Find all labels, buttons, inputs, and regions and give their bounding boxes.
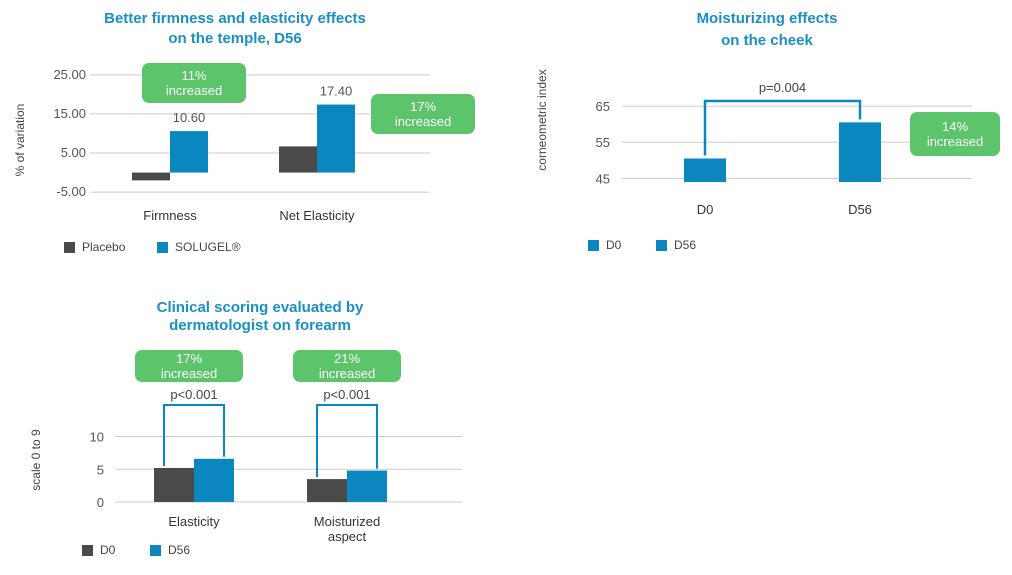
chart1-category-label: Firmness [143,208,197,223]
chart1-badge-firmness-box [142,63,246,103]
chart3-badge-pct: 17% [176,351,202,366]
chart1-badge-elasticity-pct: 17% [410,99,436,114]
chart2-category-label: D56 [848,202,872,217]
chart3-bar-d0 [307,479,347,502]
chart3-ytick: 5 [97,462,104,477]
chart2-badge: 14%increased [910,112,1000,156]
chart1-value-label: 17.40 [320,84,353,99]
chart2-badge-label: increased [927,134,983,149]
chart2-ytick: 55 [596,135,610,150]
chart3-badge-label: increased [319,366,375,381]
chart1-ytick: 5.00 [61,145,86,160]
chart1-legend-solugel-swatch [157,242,168,253]
chart2-legend-d56-swatch [656,240,667,251]
chart3-category-label: Moisturized [314,514,380,529]
chart1-title-line1: Better firmness and elasticity effects [104,10,366,27]
chart3-legend-d0-label: D0 [100,543,116,557]
chart2-legend-d0-swatch [588,240,599,251]
chart1-category-label: Net Elasticity [279,208,355,223]
chart2-legend-d56-label: D56 [674,238,696,252]
chart3-badge: 17%increased [135,350,243,382]
chart1-bar-placebo [279,146,317,173]
chart1-bar-solugel [317,104,355,173]
chart3-significance-bracket [316,404,378,478]
chart3-legend-d56-swatch [150,545,161,556]
chart2-bar-d56 [839,122,881,182]
chart2-pvalue: p=0.004 [759,80,806,95]
chart1-ytick: 25.00 [53,67,86,82]
chart2-significance-bracket [703,99,862,156]
chart2-ytick: 45 [596,171,610,186]
chart1-legend-placebo-label: Placebo [82,240,126,254]
chart2-ylabel: corneometric index [535,69,549,170]
chart1-ylabel: % of variation [13,104,27,177]
chart1-ytick: 15.00 [53,106,86,121]
chart2-ytick: 65 [596,99,610,114]
chart1-badge-firmness-label: increased [166,83,222,98]
chart1-badge-elasticity-box [371,94,475,134]
chart1-ytick: -5.00 [56,184,86,199]
chart3-ylabel: scale 0 to 9 [29,429,43,491]
chart2-badge-pct: 14% [942,119,968,134]
chart3-bar-d56 [347,470,387,502]
chart3-title-line2: dermatologist on forearm [169,317,351,334]
chart2-legend-d0-label: D0 [606,238,622,252]
chart1-badge-firmness: 11%increased [142,63,246,103]
chart3-badge-box [135,350,243,382]
chart3-ytick: 0 [97,495,104,510]
chart3-ytick: 10 [90,430,104,445]
chart1-bar-solugel [170,131,208,173]
chart3-bar-d56 [194,458,234,502]
chart1-legend-placebo-swatch [64,242,75,253]
chart3-pvalue: p<0.001 [170,387,217,402]
chart3-legend-d56-label: D56 [168,543,190,557]
chart3-significance-bracket [163,404,225,466]
chart3-badge-box [293,350,401,382]
chart2-category-label: D0 [697,202,714,217]
chart1-badge-firmness-pct: 11% [181,68,206,83]
chart2-title-line2: on the cheek [721,32,813,49]
chart1-badge-elasticity: 17%increased [371,94,475,134]
chart2-title-line1: Moisturizing effects [697,10,838,27]
chart3-category-label: Elasticity [168,514,220,529]
chart2-bar-d0 [684,158,726,182]
chart1-bar-placebo [132,172,170,181]
chart1-value-label: 10.60 [173,110,206,125]
chart1-badge-elasticity-label: increased [395,114,451,129]
chart3-pvalue: p<0.001 [323,387,370,402]
chart1-title-line2: on the temple, D56 [168,30,301,47]
chart3-bar-d0 [154,467,194,502]
chart3-title-line1: Clinical scoring evaluated by [157,299,364,316]
chart3-badge-label: increased [161,366,217,381]
chart3-category-label: aspect [328,529,367,544]
chart3-legend-d0-swatch [82,545,93,556]
chart2-badge-box [910,112,1000,156]
chart1-legend-solugel-label: SOLUGEL® [175,240,241,254]
chart3-badge-pct: 21% [334,351,360,366]
chart3-badge: 21%increased [293,350,401,382]
